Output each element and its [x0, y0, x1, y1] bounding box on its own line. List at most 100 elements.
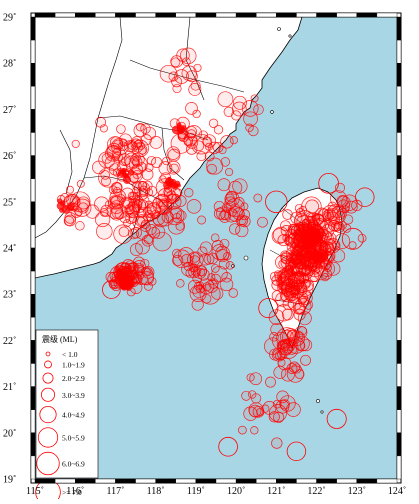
quake-epicentre — [171, 125, 181, 135]
quake-epicentre — [184, 188, 194, 198]
island-dot — [277, 27, 281, 31]
quake-epicentre — [221, 272, 232, 283]
quake-epicentre — [205, 279, 219, 293]
frame-segment — [155, 478, 176, 484]
quake-epicentre — [327, 208, 340, 221]
quake-epicentre — [210, 233, 220, 242]
quake-epicentre — [199, 283, 221, 305]
frame-segment — [75, 12, 96, 18]
quake-epicentre — [344, 200, 358, 214]
quake-epicentre — [299, 255, 311, 266]
quake-epicentre — [280, 367, 295, 382]
frame-segment — [396, 455, 402, 480]
frame-segment — [396, 294, 402, 318]
quake-epicentre — [176, 48, 190, 62]
quake-epicentre — [188, 83, 202, 96]
frame-segment — [256, 478, 277, 484]
frame-segment — [376, 12, 398, 18]
quake-epicentre — [252, 405, 265, 418]
quake-epicentre — [185, 102, 198, 115]
quake-epicentre — [121, 271, 128, 278]
quake-epicentre — [179, 126, 185, 132]
quake-epicentre — [63, 215, 75, 227]
frame-segment — [396, 317, 402, 341]
frame-segment — [396, 432, 402, 457]
quake-epicentre — [206, 157, 224, 175]
frame-segment — [376, 478, 398, 484]
frame-segment — [336, 12, 357, 18]
frame-segment — [30, 363, 36, 387]
quake-epicentre — [313, 236, 320, 242]
quake-epicentre — [191, 298, 204, 311]
quake-epicentre — [190, 80, 201, 91]
quake-epicentre — [116, 124, 126, 134]
frame-segment — [336, 478, 357, 484]
frame-segment — [115, 478, 136, 484]
quake-epicentre — [141, 266, 155, 279]
quake-epicentre — [218, 436, 238, 457]
frame-segment — [30, 409, 36, 434]
legend-symbol — [39, 406, 57, 424]
quake-epicentre — [133, 195, 144, 206]
quake-epicentre — [213, 125, 224, 135]
frame-segment — [175, 12, 197, 18]
frame-segment — [75, 478, 96, 484]
quake-epicentre — [293, 308, 306, 321]
latitude-tick-label: 21˚ — [3, 382, 16, 393]
quake-epicentre — [229, 136, 238, 145]
frame-segment — [30, 317, 36, 341]
longitude-tick-label: 121˚ — [267, 486, 285, 497]
quake-epicentre — [193, 140, 205, 152]
quake-epicentre — [66, 202, 75, 211]
frame-segment — [30, 455, 36, 480]
frame-segment — [30, 109, 36, 133]
frame-segment — [30, 224, 36, 249]
quake-epicentre — [208, 118, 219, 128]
quake-epicentre — [300, 354, 312, 366]
quake-epicentre — [290, 211, 303, 224]
quake-epicentre — [96, 223, 113, 240]
frame-segment — [276, 12, 297, 18]
frame-segment — [195, 12, 217, 18]
quake-epicentre — [141, 234, 154, 247]
quake-epicentre — [219, 238, 230, 249]
frame-segment — [396, 109, 402, 133]
quake-epicentre — [75, 221, 85, 231]
quake-epicentre — [248, 390, 257, 399]
longitude-tick-label: 115˚ — [26, 486, 44, 497]
quake-epicentre — [355, 187, 375, 207]
frame-segment — [396, 270, 402, 295]
quake-epicentre — [165, 194, 182, 210]
frame-segment — [30, 294, 36, 318]
quake-epicentre — [119, 212, 131, 224]
quake-epicentre — [282, 209, 293, 220]
quake-epicentre — [301, 196, 322, 218]
legend-label: < 1.0 — [62, 350, 78, 359]
quake-epicentre — [235, 224, 249, 238]
longitude-tick-label: 123˚ — [348, 486, 366, 497]
quake-epicentre — [246, 373, 255, 382]
quake-epicentre — [215, 245, 230, 261]
quake-epicentre — [132, 181, 142, 191]
quake-epicentre — [272, 399, 282, 409]
latitude-tick-label: 26˚ — [3, 151, 16, 162]
quake-epicentre — [271, 347, 286, 362]
frame-segment — [396, 86, 402, 110]
latitude-tick-label: 20˚ — [3, 428, 16, 439]
longitude-tick-label: 124˚ — [388, 486, 406, 497]
quake-epicentre — [231, 110, 242, 121]
quake-epicentre — [319, 241, 330, 252]
frame-segment — [34, 12, 56, 18]
frame-segment — [296, 12, 317, 18]
quake-epicentre — [59, 207, 65, 213]
frame-segment — [215, 478, 237, 484]
legend-title: 震级 (ML) — [42, 334, 78, 344]
quake-epicentre — [233, 197, 245, 208]
quake-epicentre — [280, 250, 291, 261]
frame-segment — [276, 478, 297, 484]
quake-epicentre — [92, 160, 106, 175]
quake-epicentre — [169, 163, 179, 173]
frame-segment — [115, 12, 136, 18]
